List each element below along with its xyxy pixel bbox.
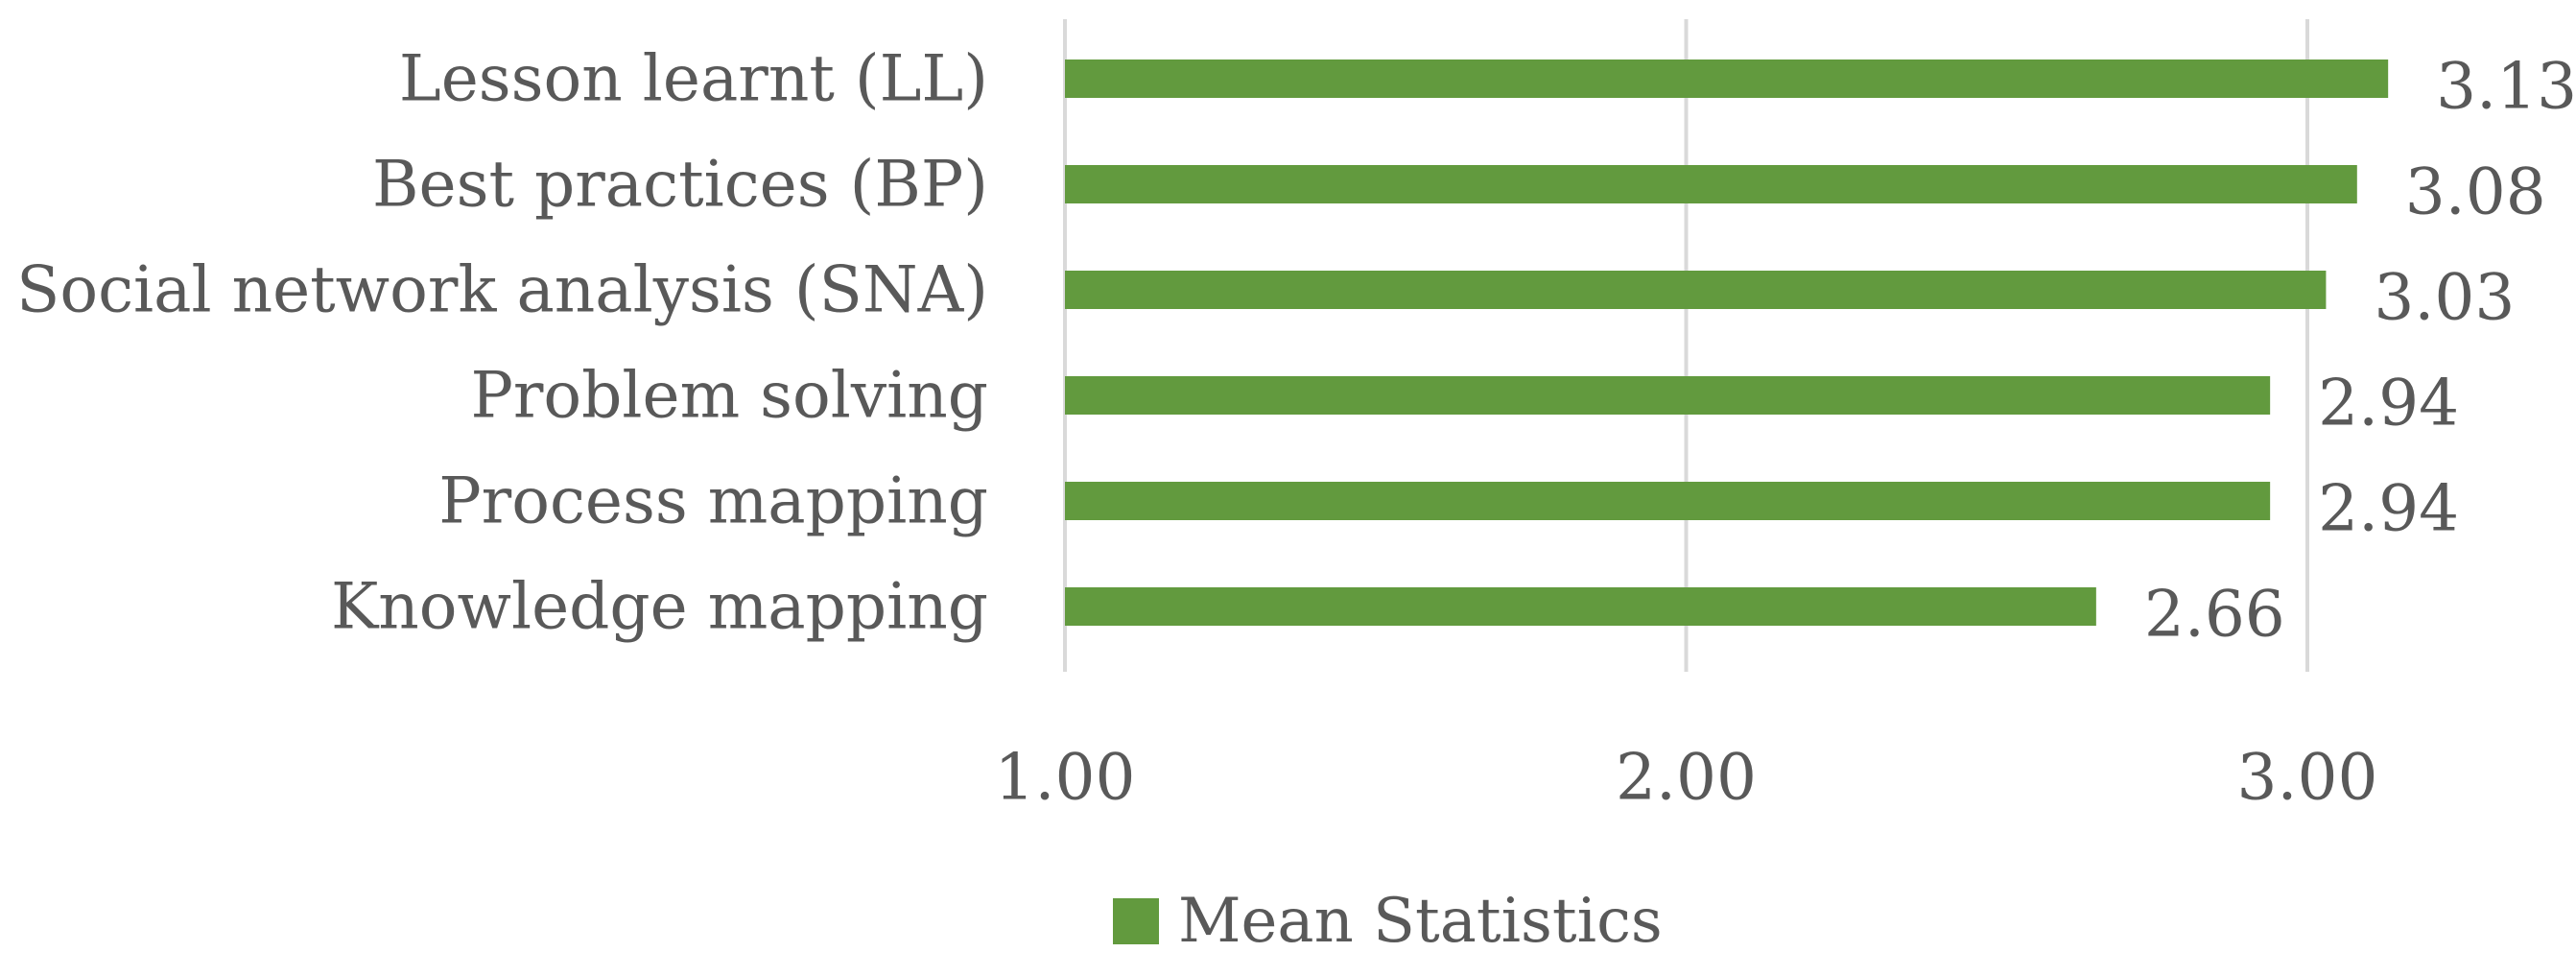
- legend-swatch: [1113, 898, 1159, 944]
- category-label: Knowledge mapping: [331, 570, 988, 644]
- bar: [1065, 60, 2389, 98]
- category-label: Process mapping: [438, 464, 988, 538]
- x-axis-tick-labels: 1.00 2.00 3.00: [995, 741, 2378, 815]
- data-label: 3.08: [2405, 155, 2546, 229]
- data-label: 3.13: [2436, 50, 2576, 124]
- category-label: Best practices (BP): [372, 148, 988, 222]
- legend-label: Mean Statistics: [1178, 886, 1663, 957]
- x-tick-label: 3.00: [2237, 741, 2378, 815]
- data-label: 3.03: [2374, 261, 2515, 335]
- category-label: Problem solving: [470, 359, 988, 433]
- bars: [1065, 60, 2389, 626]
- data-labels: 3.13 3.08 3.03 2.94 2.94 2.66: [2144, 50, 2576, 652]
- category-labels: Lesson learnt (LL) Best practices (BP) Soc…: [16, 42, 988, 644]
- x-tick-label: 2.00: [1616, 741, 1757, 815]
- x-tick-label: 1.00: [995, 741, 1136, 815]
- category-label: Social network analysis (SNA): [16, 253, 988, 327]
- bar: [1065, 482, 2271, 520]
- data-label: 2.94: [2318, 367, 2459, 440]
- bar: [1065, 165, 2357, 203]
- gridlines: [1063, 19, 2309, 672]
- bar: [1065, 376, 2271, 415]
- data-label: 2.66: [2144, 578, 2285, 652]
- bar: [1065, 587, 2096, 626]
- category-label: Lesson learnt (LL): [399, 42, 988, 116]
- data-label: 2.94: [2318, 472, 2459, 546]
- bar: [1065, 271, 2327, 309]
- legend: Mean Statistics: [1113, 886, 1663, 957]
